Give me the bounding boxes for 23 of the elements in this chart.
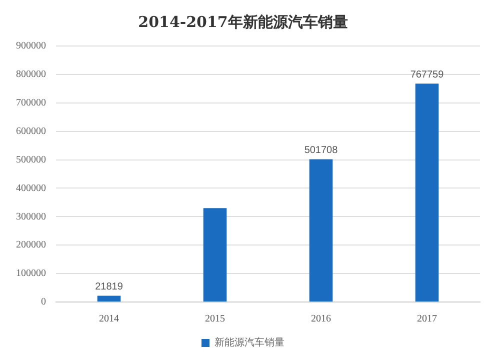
x-tick-label: 2015 — [205, 314, 225, 325]
bar — [415, 84, 439, 302]
y-tick-label: 300000 — [16, 211, 46, 222]
y-tick-label: 400000 — [16, 182, 46, 194]
x-tick-label: 2017 — [417, 314, 437, 325]
legend-label: 新能源汽车销量 — [214, 336, 284, 349]
x-tick-label: 2014 — [99, 314, 119, 325]
y-tick-label: 600000 — [16, 126, 46, 137]
y-tick-label: 900000 — [16, 40, 46, 52]
data-label: 767759 — [410, 69, 444, 80]
y-tick-label: 700000 — [16, 98, 46, 109]
bar — [309, 159, 333, 302]
y-tick-label: 800000 — [16, 69, 46, 80]
x-tick-label: 2016 — [311, 314, 331, 325]
chart-title: 2014-2017年新能源汽车销量 — [138, 12, 348, 31]
y-tick-label: 500000 — [16, 154, 46, 166]
bar — [97, 296, 121, 302]
data-label: 501708 — [304, 145, 338, 156]
y-tick-label: 0 — [41, 296, 46, 308]
y-tick-label: 100000 — [16, 268, 46, 280]
bar — [203, 208, 227, 302]
y-tick-label: 200000 — [16, 240, 46, 251]
data-label: 21819 — [95, 282, 124, 293]
